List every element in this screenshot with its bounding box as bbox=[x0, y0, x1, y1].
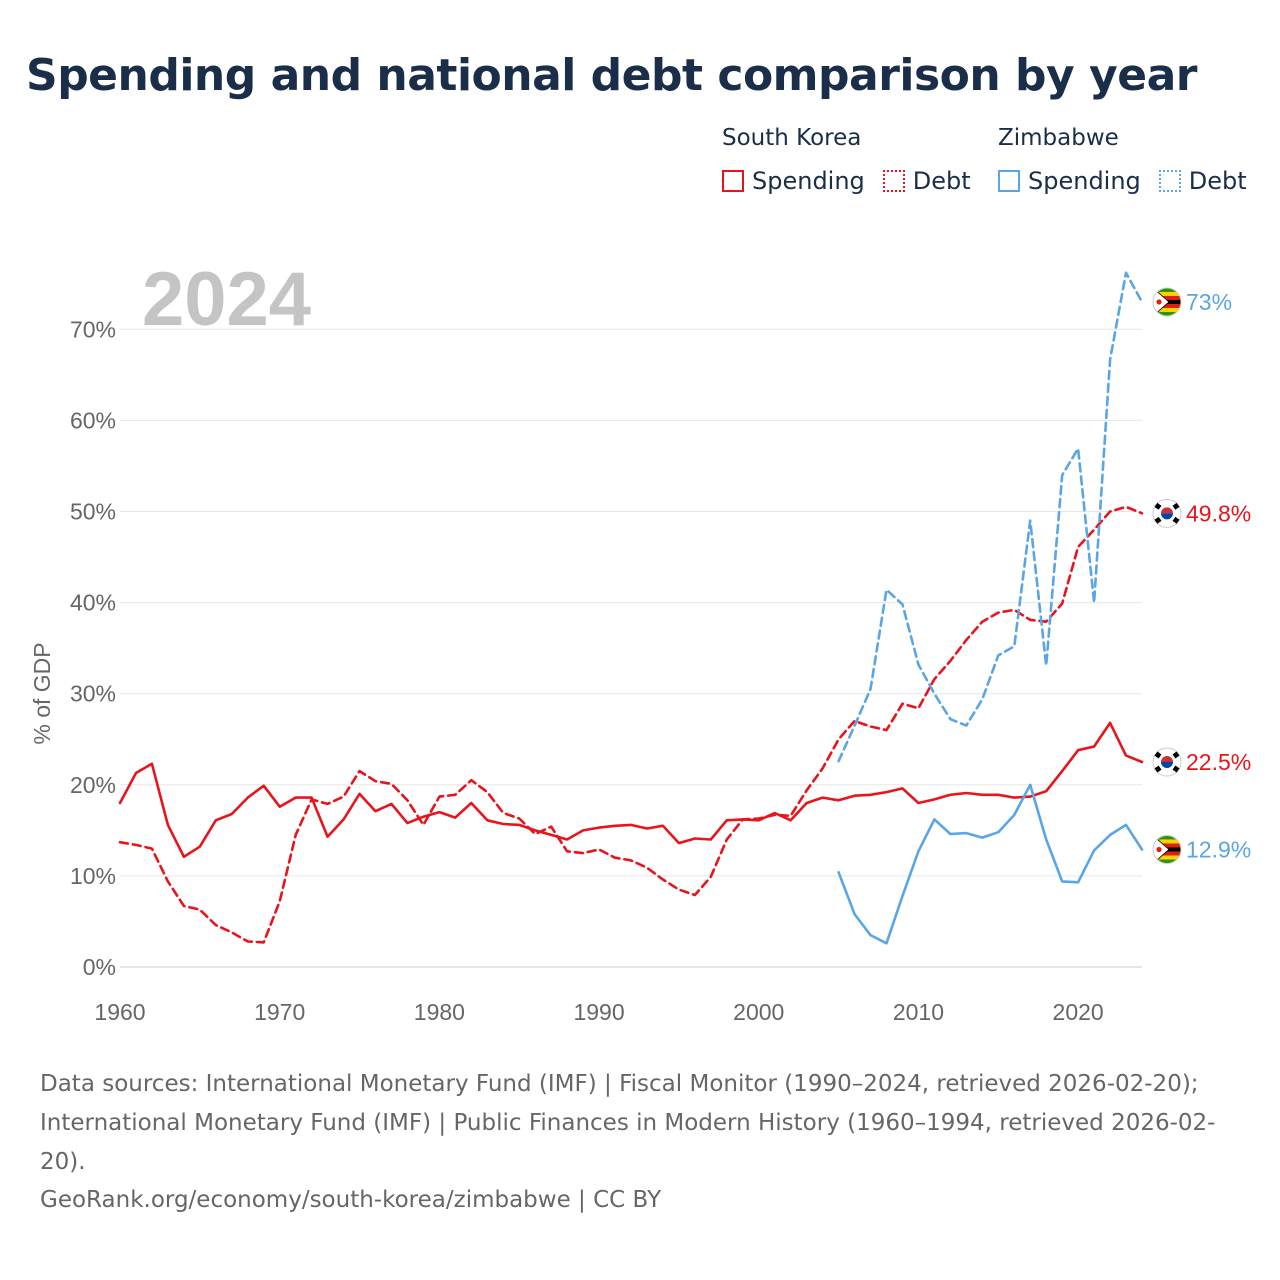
x-tick-label: 1970 bbox=[254, 999, 305, 1025]
data-sources: Data sources: International Monetary Fun… bbox=[40, 1071, 1216, 1175]
series-line-zimbabwe-spending bbox=[837, 783, 1144, 945]
legend-swatch-solid-icon bbox=[722, 170, 744, 192]
end-label-south-korea-debt: 49.8% bbox=[1186, 500, 1251, 526]
series-line-zimbabwe-debt bbox=[837, 271, 1144, 763]
chart-title: Spending and national debt comparison by… bbox=[26, 50, 1197, 101]
series-line-south-korea-debt bbox=[118, 505, 1144, 944]
legend-label: Debt bbox=[912, 167, 971, 195]
y-tick-label: 70% bbox=[70, 316, 116, 342]
south-korea-flag-icon bbox=[1152, 498, 1182, 528]
zimbabwe-flag-icon bbox=[1152, 287, 1182, 317]
legend-group-zimbabwe: Zimbabwe Spending Debt bbox=[998, 125, 1265, 195]
y-tick-label: 20% bbox=[70, 772, 116, 798]
legend-group-title: South Korea bbox=[722, 125, 862, 151]
x-tick-label: 2000 bbox=[733, 999, 784, 1025]
legend-label: Spending bbox=[752, 167, 865, 195]
y-axis-title: % of GDP bbox=[29, 642, 55, 744]
y-tick-label: 50% bbox=[70, 499, 116, 525]
legend-group-south-korea: South Korea Spending Debt bbox=[722, 125, 989, 195]
line-chart: 2024 0% 10% 20% 30% 40% 50% 60% 70% 1960 1970 1980 1… bbox=[29, 257, 1251, 1025]
x-tick-label: 1980 bbox=[414, 999, 465, 1025]
legend-swatch-solid-icon bbox=[998, 170, 1020, 192]
y-tick-label: 60% bbox=[70, 407, 116, 433]
legend-label: Debt bbox=[1188, 167, 1247, 195]
end-label-zimbabwe-debt: 73% bbox=[1186, 289, 1232, 315]
legend-item-south-korea-debt[interactable]: Debt bbox=[882, 167, 971, 195]
legend-item-zimbabwe-debt[interactable]: Debt bbox=[1158, 167, 1247, 195]
legend-item-south-korea-spending[interactable]: Spending bbox=[722, 167, 865, 195]
series-line-south-korea-spending bbox=[118, 721, 1144, 859]
y-tick-label: 0% bbox=[83, 954, 116, 980]
x-tick-label: 1990 bbox=[573, 999, 624, 1025]
year-label: 2024 bbox=[142, 257, 311, 342]
south-korea-flag-icon bbox=[1152, 747, 1182, 777]
x-tick-label: 2020 bbox=[1053, 999, 1104, 1025]
credit-link[interactable]: GeoRank.org/economy/south-korea/zimbabwe… bbox=[40, 1187, 662, 1213]
legend-label: Spending bbox=[1028, 167, 1141, 195]
y-tick-label: 10% bbox=[70, 863, 116, 889]
legend-swatch-dotted-icon bbox=[1158, 170, 1181, 192]
x-tick-label: 2010 bbox=[893, 999, 944, 1025]
zimbabwe-flag-icon bbox=[1152, 834, 1182, 864]
y-tick-label: 30% bbox=[70, 681, 116, 707]
end-label-zimbabwe-spending: 12.9% bbox=[1186, 836, 1251, 862]
y-tick-label: 40% bbox=[70, 590, 116, 616]
end-label-south-korea-spending: 22.5% bbox=[1186, 749, 1251, 775]
legend-item-zimbabwe-spending[interactable]: Spending bbox=[998, 167, 1141, 195]
legend-swatch-dotted-icon bbox=[882, 170, 905, 192]
x-tick-label: 1960 bbox=[94, 999, 145, 1025]
legend-group-title: Zimbabwe bbox=[998, 125, 1119, 151]
